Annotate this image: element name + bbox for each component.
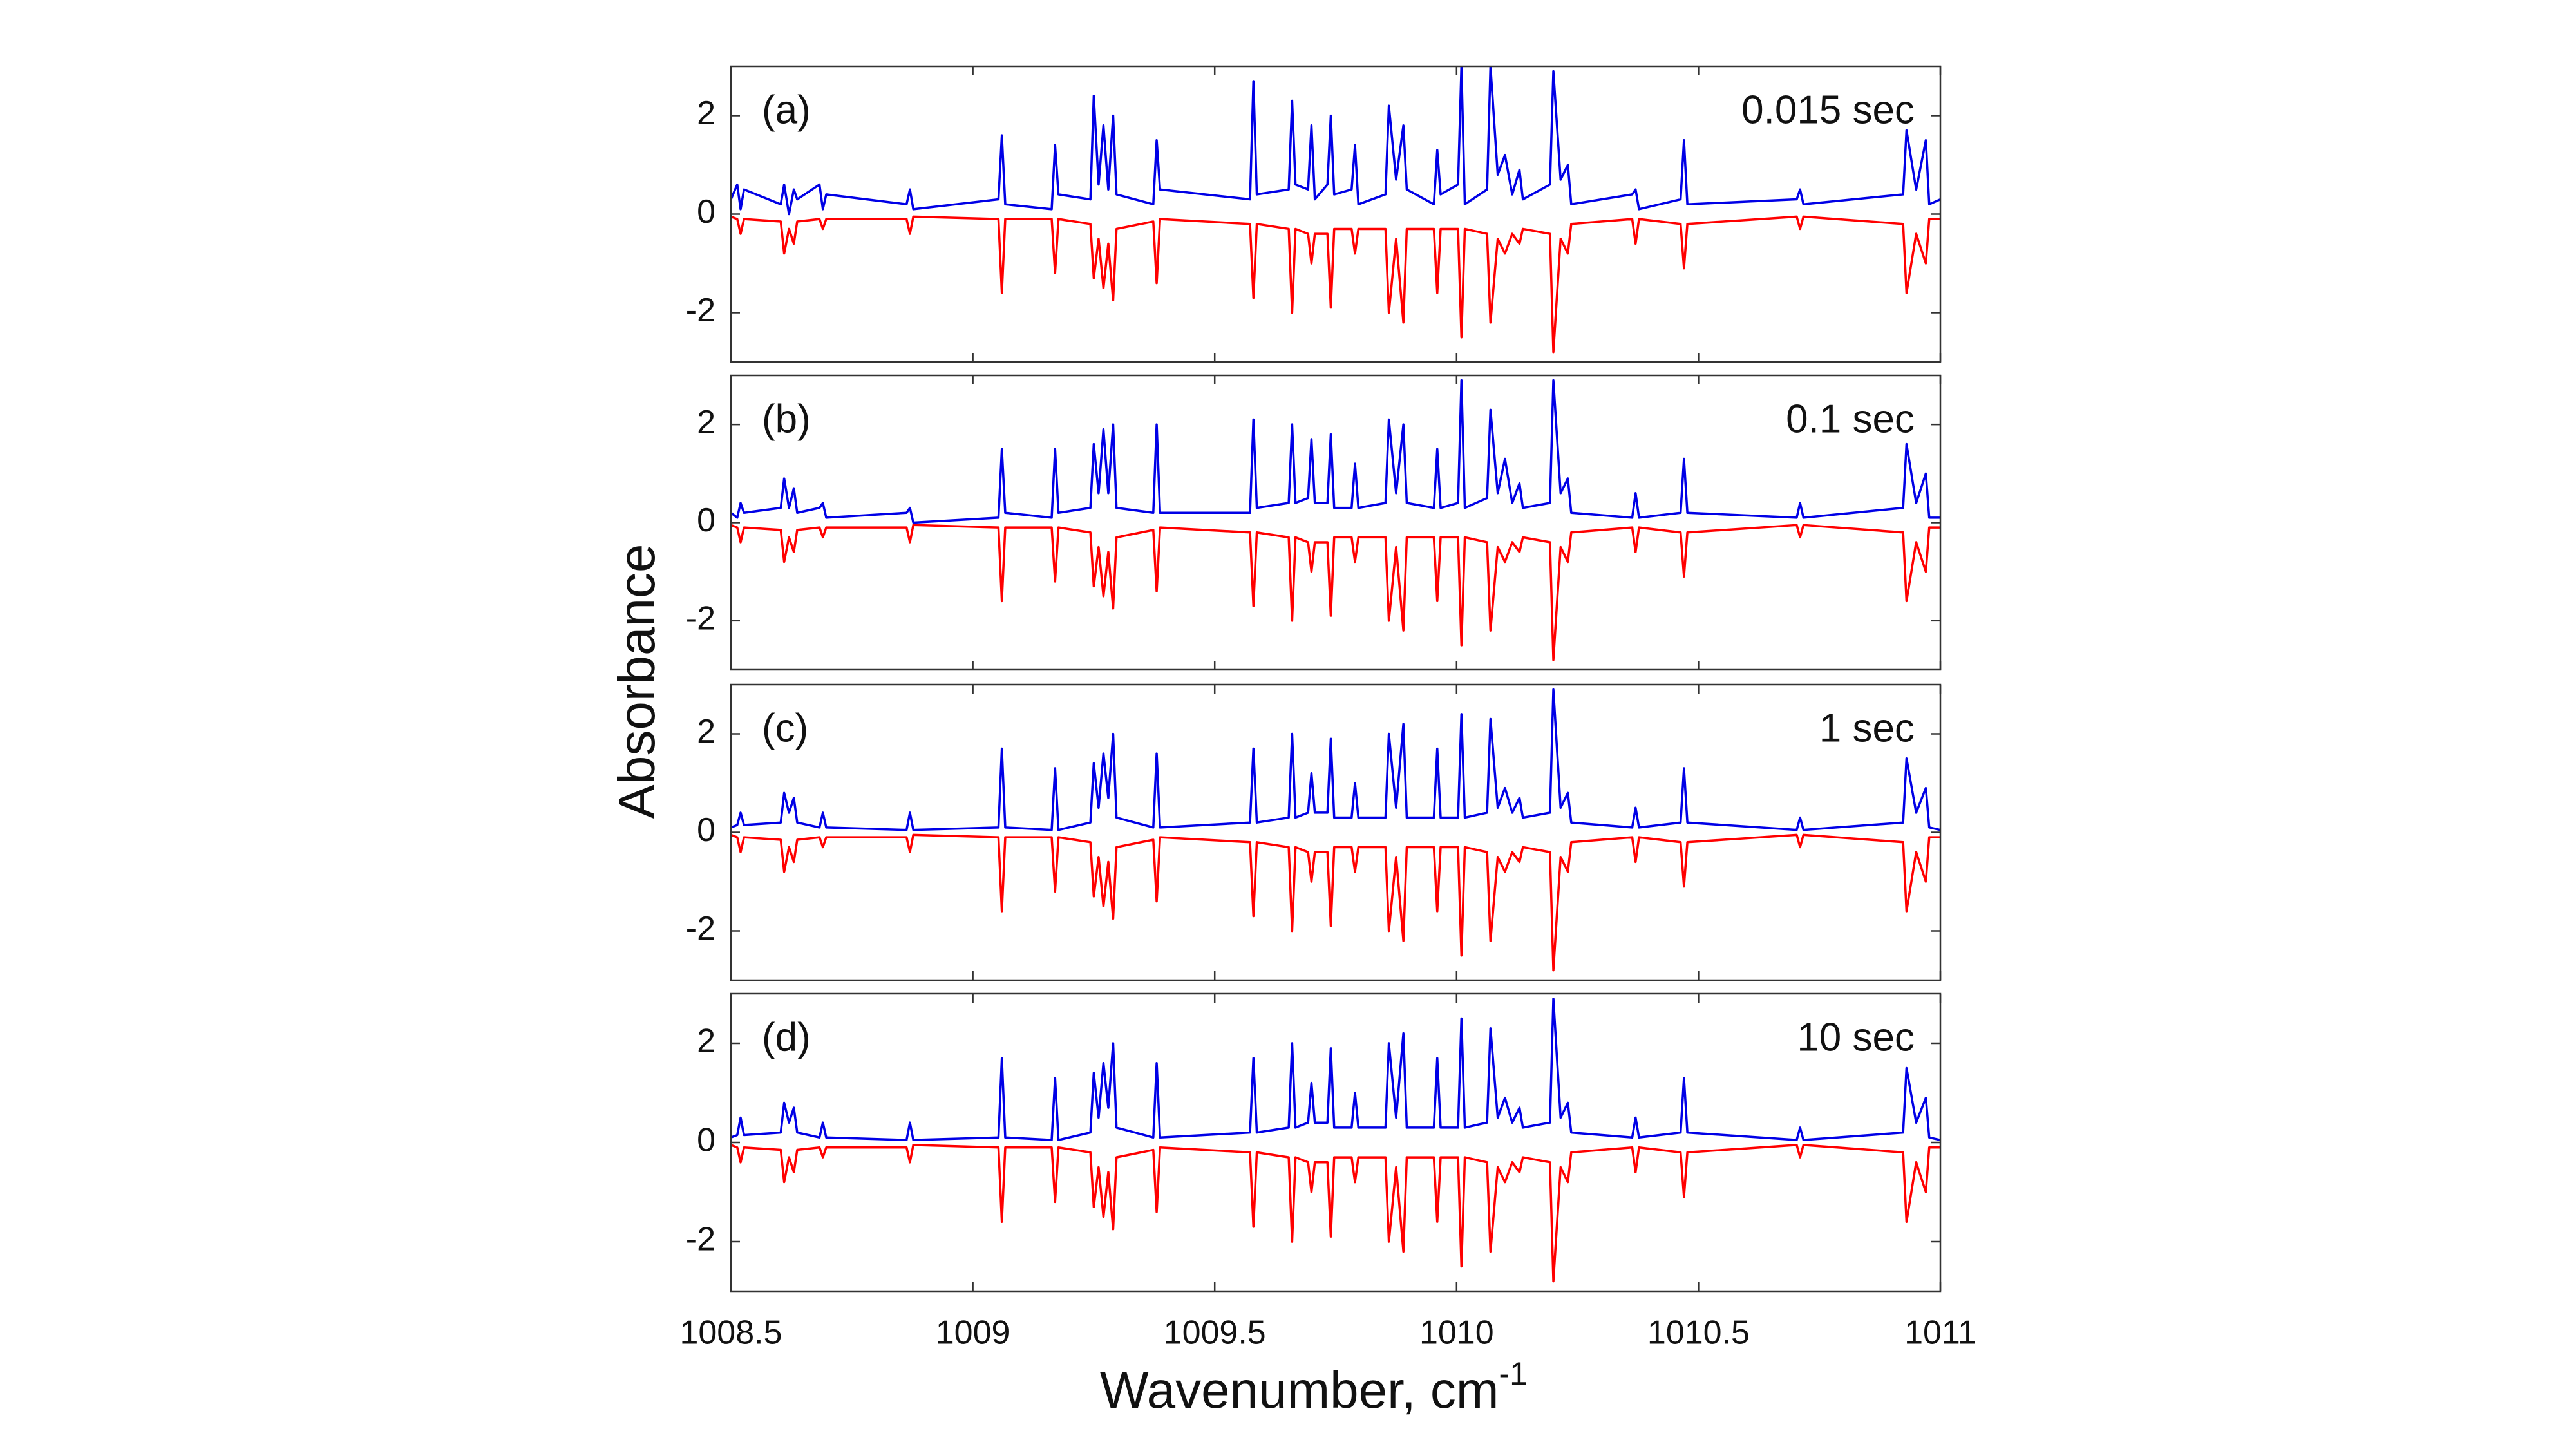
panel-annotation: 10 sec [1797,1015,1915,1059]
x-axis-label-superscript: -1 [1499,1356,1527,1392]
spectrum-line [731,1144,1940,1283]
panel-label: (a) [762,88,811,132]
x-axis-label: Wavenumber, cm-1 [1100,1356,1528,1419]
spectrum-line [731,688,1940,831]
spectrum-line [731,66,1940,216]
plot-lines [731,688,1940,972]
x-tick-label: 1008.5 [679,1314,782,1352]
x-axis-label-text: Wavenumber, cm [1100,1361,1499,1419]
plot-lines [731,997,1940,1283]
plot-lines [731,66,1940,354]
y-tick-label: 2 [697,713,715,750]
panel-annotation: 0.015 sec [1741,88,1915,132]
spectrum-line [731,997,1940,1141]
y-tick-label: 2 [697,404,715,441]
y-tick-label: -2 [686,600,715,638]
panel: -2 0 2 (c) 1 sec [686,683,1942,981]
x-tick-label: 1010.5 [1647,1314,1750,1352]
panel: -2 0 2 1008.5 1009 1009.5 1010 1010.5 1011 (d) 10 … [679,992,1976,1352]
plot-area [731,66,1940,362]
plot-area [731,994,1940,1291]
x-tick-label: 1009 [936,1314,1010,1352]
y-tick-label: 2 [697,1023,715,1060]
panel-label: (d) [762,1015,811,1059]
panel-annotation: 0.1 sec [1786,397,1915,441]
plot-area [731,685,1940,980]
panel-label: (b) [762,397,811,441]
panel: -2 0 2 (a) 0.015 sec [686,65,1942,363]
y-tick-label: 0 [697,193,715,231]
y-tick-label: 0 [697,502,715,539]
panel-label: (c) [762,706,808,750]
panel-annotation: 1 sec [1819,706,1915,750]
x-tick-label: 1011 [1904,1314,1976,1352]
plot-lines [731,379,1940,661]
y-tick-label: -2 [686,1221,715,1258]
y-tick-label: -2 [686,292,715,329]
spectrum-line [731,833,1940,972]
x-tick-label: 1009.5 [1164,1314,1266,1352]
y-tick-label: 0 [697,1122,715,1159]
panel: -2 0 2 (b) 0.1 sec [686,374,1942,671]
spectrum-line [731,215,1940,354]
y-tick-label: 2 [697,95,715,132]
x-tick-label: 1010 [1419,1314,1494,1352]
y-axis-label: Absorbance [608,544,665,819]
y-tick-label: 0 [697,811,715,849]
y-tick-label: -2 [686,910,715,947]
spectrum-line [731,379,1940,524]
spectrum-line [731,524,1940,661]
